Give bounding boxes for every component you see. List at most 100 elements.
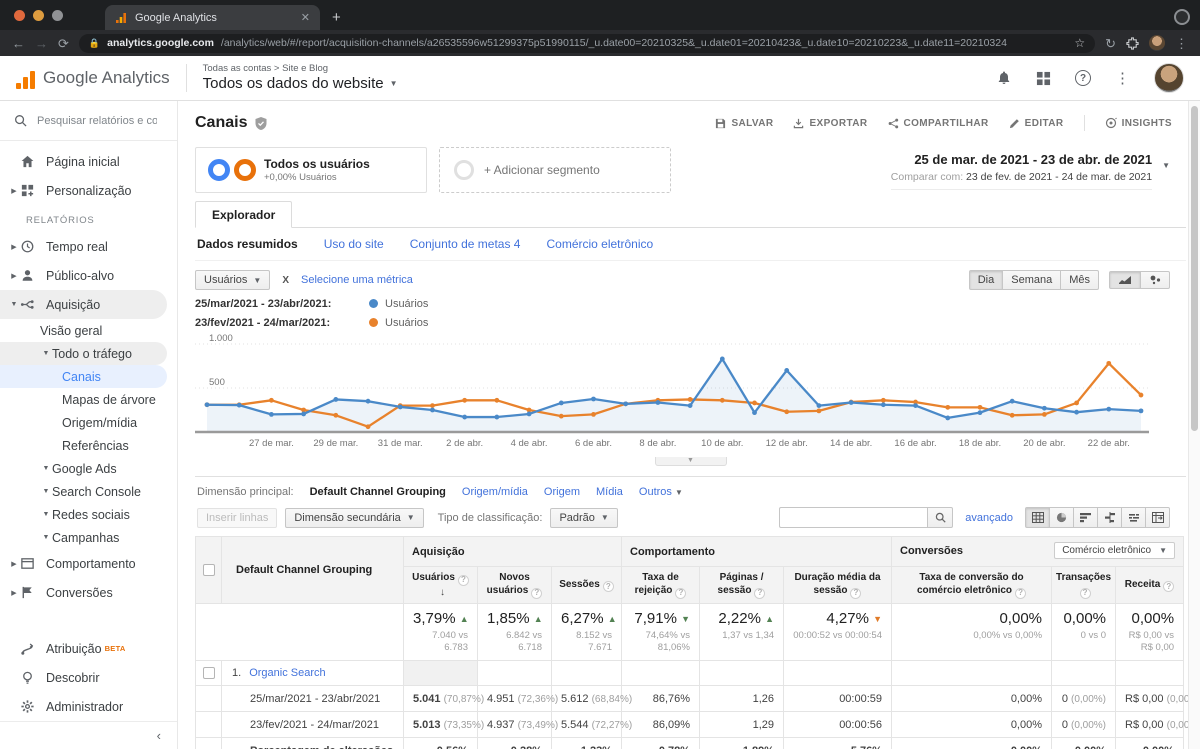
vertical-scrollbar[interactable] — [1188, 101, 1200, 749]
scrollbar-thumb[interactable] — [1191, 106, 1198, 431]
sidebar-item-google-ads[interactable]: ▼Google Ads — [0, 457, 177, 480]
more-options-icon[interactable]: ⋮ — [1115, 71, 1130, 86]
performance-view-button[interactable] — [1073, 507, 1098, 528]
subtab-goal-set[interactable]: Conjunto de metas 4 — [410, 237, 521, 251]
breadcrumb[interactable]: Todas as contas > Site e Blog — [203, 63, 398, 75]
dimension-source-medium-link[interactable]: Origem/mídia — [462, 486, 528, 498]
dimension-other-dropdown[interactable]: Outros ▼ — [639, 486, 683, 498]
segment-card-all-users[interactable]: Todos os usuários +0,00% Usuários — [195, 147, 427, 193]
back-icon[interactable]: ← — [12, 37, 25, 50]
legend-metric[interactable]: Usuários — [385, 317, 428, 329]
column-header-8[interactable]: Receita? — [1116, 567, 1184, 604]
sidebar-item-channels[interactable]: Canais — [0, 365, 167, 388]
tab-close-icon[interactable]: ✕ — [301, 11, 310, 24]
pivot-view-button[interactable] — [1145, 507, 1170, 528]
subtab-ecommerce[interactable]: Comércio eletrônico — [546, 237, 653, 251]
view-selector[interactable]: Todos os dados do website▼ — [203, 75, 398, 94]
tab-explorer[interactable]: Explorador — [195, 201, 292, 228]
granularity-month-button[interactable]: Mês — [1060, 270, 1099, 290]
channel-link[interactable]: Organic Search — [249, 667, 325, 679]
line-chart-button[interactable] — [1109, 271, 1141, 289]
motion-chart-button[interactable] — [1140, 271, 1170, 289]
column-header-dimension[interactable]: Default Channel Grouping — [222, 537, 404, 604]
address-bar[interactable]: 🔒 analytics.google.com /analytics/web/#/… — [79, 34, 1095, 53]
select-all-checkbox[interactable] — [203, 564, 215, 576]
help-icon[interactable]: ? — [603, 581, 614, 592]
column-header-5[interactable]: Duração média da sessão? — [784, 567, 892, 604]
subtab-summary[interactable]: Dados resumidos — [197, 237, 298, 251]
minimize-window-button[interactable] — [33, 10, 44, 21]
column-header-2[interactable]: Sessões? — [552, 567, 622, 604]
sidebar-item-acquisition[interactable]: ▼Aquisição — [0, 290, 167, 319]
help-icon[interactable]: ? — [754, 588, 765, 599]
zoom-window-button[interactable] — [52, 10, 63, 21]
row-checkbox[interactable] — [203, 667, 215, 679]
share-button[interactable]: COMPARTILHAR — [888, 118, 989, 129]
sidebar-item-audience[interactable]: ▶Público-alvo — [0, 261, 177, 290]
granularity-week-button[interactable]: Semana — [1002, 270, 1061, 290]
conversions-selector-dropdown[interactable]: Comércio eletrônico ▼ — [1054, 542, 1175, 559]
reload-icon[interactable]: ⟳ — [58, 37, 69, 50]
sidebar-collapse-button[interactable]: ‹ — [0, 721, 177, 749]
data-view-button[interactable] — [1025, 507, 1050, 528]
sidebar-item-all-traffic[interactable]: ▼Todo o tráfego — [0, 342, 167, 365]
browser-menu-icon[interactable]: ⋮ — [1175, 37, 1188, 50]
lock-icon[interactable]: 🔒 — [89, 38, 100, 49]
browser-avatar[interactable] — [1149, 35, 1165, 51]
dimension-default-channel-grouping[interactable]: Default Channel Grouping — [310, 486, 446, 498]
column-header-6[interactable]: Taxa de conversão do comércio eletrônico… — [892, 567, 1052, 604]
term-cloud-view-button[interactable] — [1121, 507, 1146, 528]
percentage-view-button[interactable] — [1049, 507, 1074, 528]
bookmark-star-icon[interactable]: ☆ — [1074, 36, 1085, 50]
browser-tab[interactable]: Google Analytics ✕ — [105, 5, 320, 30]
help-icon[interactable]: ? — [1015, 588, 1026, 599]
apps-grid-icon[interactable] — [1036, 71, 1051, 86]
sidebar-item-home[interactable]: Página inicial — [0, 147, 177, 176]
edit-button[interactable]: EDITAR — [1009, 118, 1064, 129]
insights-button[interactable]: INSIGHTS — [1105, 117, 1172, 129]
table-search-button[interactable] — [927, 507, 953, 528]
help-icon[interactable]: ? — [1163, 581, 1174, 592]
sidebar-item-attribution[interactable]: AtribuiçãoBETA — [0, 634, 177, 663]
sort-type-dropdown[interactable]: Padrão▼ — [550, 508, 617, 528]
export-button[interactable]: EXPORTAR — [793, 118, 867, 129]
sidebar-item-social[interactable]: ▼Redes sociais — [0, 503, 177, 526]
legend-metric[interactable]: Usuários — [385, 298, 428, 310]
notifications-bell-icon[interactable] — [996, 70, 1012, 86]
chart-collapse-tab[interactable]: ▼ — [655, 457, 727, 466]
sidebar-item-behavior[interactable]: ▶Comportamento — [0, 549, 177, 578]
close-window-button[interactable] — [14, 10, 25, 21]
column-header-0[interactable]: Usuários?↓ — [404, 567, 478, 604]
add-segment-button[interactable]: + Adicionar segmento — [439, 147, 671, 193]
history-sync-icon[interactable]: ↻ — [1105, 37, 1116, 50]
help-icon[interactable]: ? — [675, 588, 686, 599]
sidebar-item-discover[interactable]: Descobrir — [0, 663, 177, 692]
help-icon[interactable]: ? — [1080, 588, 1091, 599]
search-input[interactable] — [37, 115, 157, 127]
dimension-source-link[interactable]: Origem — [544, 486, 580, 498]
sidebar-item-campaigns[interactable]: ▼Campanhas — [0, 526, 177, 549]
sidebar-item-customization[interactable]: ▶Personalização — [0, 176, 177, 205]
subtab-site-usage[interactable]: Uso do site — [324, 237, 384, 251]
sidebar-item-admin[interactable]: Administrador — [0, 692, 177, 721]
sidebar-item-overview[interactable]: Visão geral — [0, 319, 177, 342]
sidebar-search[interactable] — [0, 101, 177, 141]
granularity-day-button[interactable]: Dia — [969, 270, 1004, 290]
new-tab-button[interactable]: + — [332, 9, 341, 26]
help-icon[interactable]: ? — [458, 575, 469, 586]
browser-profile-icon[interactable] — [1174, 9, 1190, 25]
column-header-3[interactable]: Taxa de rejeição? — [622, 567, 700, 604]
forward-icon[interactable]: → — [35, 37, 48, 50]
dimension-medium-link[interactable]: Mídia — [596, 486, 623, 498]
sidebar-item-search-console[interactable]: ▼Search Console — [0, 480, 177, 503]
column-header-4[interactable]: Páginas / sessão? — [700, 567, 784, 604]
table-search-input[interactable] — [779, 507, 927, 528]
help-icon[interactable]: ? — [531, 588, 542, 599]
timeseries-chart[interactable]: 1.00050027 de mar.29 de mar.31 de mar.2 … — [195, 334, 1186, 466]
save-button[interactable]: SALVAR — [715, 118, 773, 129]
sidebar-item-source-medium[interactable]: Origem/mídia — [0, 411, 177, 434]
advanced-filter-link[interactable]: avançado — [965, 512, 1013, 524]
google-analytics-logo-icon[interactable] — [16, 67, 35, 89]
help-icon[interactable]: ? — [850, 588, 861, 599]
sidebar-item-realtime[interactable]: ▶Tempo real — [0, 232, 177, 261]
